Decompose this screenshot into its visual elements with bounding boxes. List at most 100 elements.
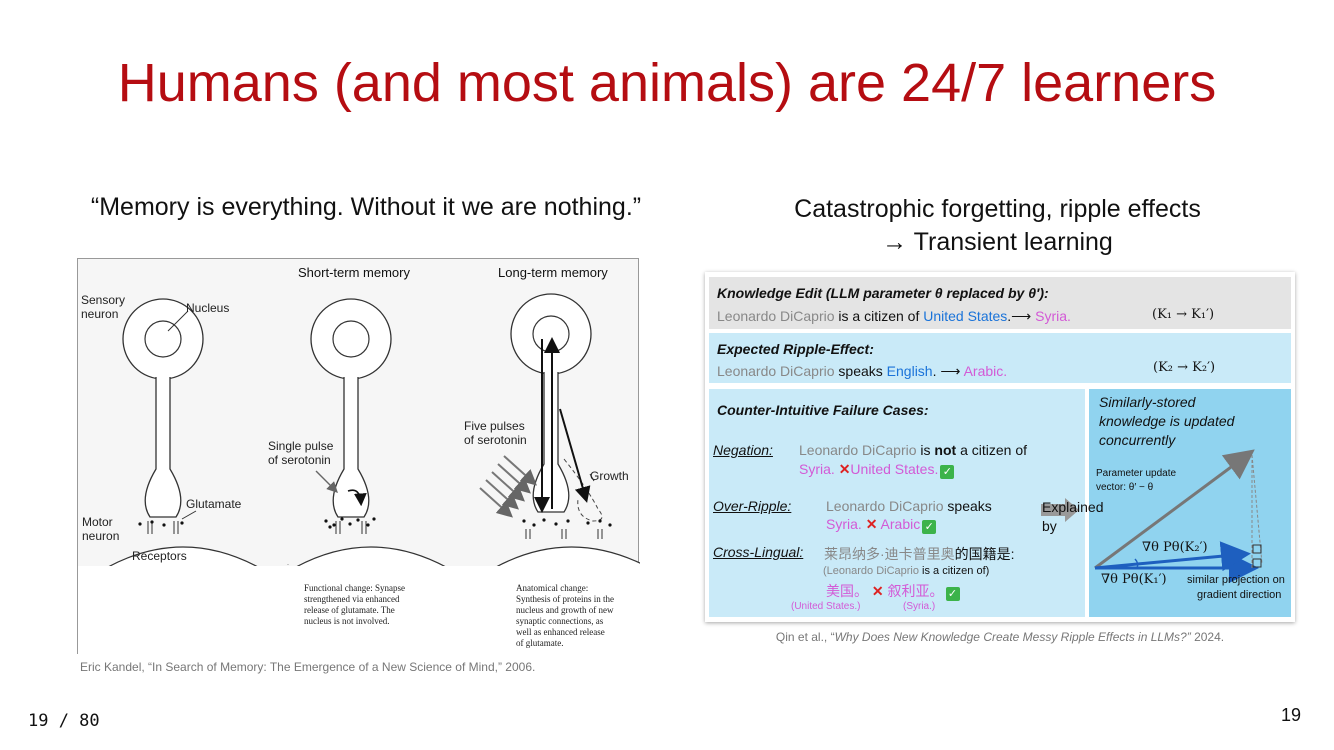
similarly-stored-title: Similarly-stored knowledge is updated co… [1099,393,1234,450]
over-mid: speaks [943,498,992,514]
edit-statement: Leonardo DiCaprio is a citizen of United… [717,308,1071,325]
explained-label: Explained [1042,499,1104,515]
over-answer-b: Arabic [880,516,921,532]
cross-suffix-cn: 的国籍是: [954,546,1015,562]
ripple-mid: speaks [834,363,887,379]
motor-label: Motor [82,515,113,529]
edit-new-value: Syria. [1035,308,1071,324]
failure-cases-panel [709,389,1085,617]
cross-name-cn: 莱昂纳多·迪卡普里奥 [824,546,955,562]
page-counter: 19 / 80 [28,711,100,731]
anatomical-note-line: nucleus and growth of new [516,605,614,615]
negation-subject: Leonardo DiCaprio [799,442,917,458]
parameter-vector-label: vector: θ′ − θ [1096,482,1154,493]
failure-title: Counter-Intuitive Failure Cases: [717,402,929,418]
knowledge-edit-panel [709,277,1291,329]
functional-note-line: nucleus is not involved. [304,616,390,626]
neuron-label-1: neuron [81,307,119,321]
receptor-cell-3 [495,546,640,568]
cross-mark-icon: ✕ [865,516,878,532]
sensory-neuron-2 [310,298,392,534]
citation-year: 2024. [1190,630,1225,644]
functional-note-line: release of glutamate. The [304,605,395,615]
cross-mark-icon: ✕ [838,461,851,477]
ripple-subject: Leonardo DiCaprio [717,363,835,379]
gradient-k2-vector [1094,541,1251,572]
sensory-label: Sensory [81,293,126,307]
five-pulses-label: Five pulses [464,419,525,433]
receptor-cell-2 [295,546,447,568]
cross-gloss-b: is a citizen of) [919,565,990,577]
negation-mid: is [916,442,935,458]
by-label: by [1042,518,1057,534]
ripple-old-value: English [886,363,933,379]
negation-answer-b: United States. [850,461,939,477]
cross-lingual-statement: 莱昂纳多·迪卡普里奥的国籍是: [824,544,1015,564]
sensory-neuron-3 [479,293,612,539]
cross-lingual-label: Cross-Lingual: [713,544,804,560]
nucleus-label: Nucleus [186,301,230,315]
sim-title-line: Similarly-stored [1099,394,1196,410]
neuron-label-2: neuron [82,529,120,543]
edit-title: Knowledge Edit (LLM parameter θ replaced… [717,285,1049,301]
cross-lingual-answers: 美国。 ✕ 叙利亚。 ✓ [826,581,960,601]
negation-answer-a: Syria. [799,461,835,477]
over-ripple-answers: Syria. ✕ Arabic ✓ [826,516,937,534]
sim-title-line: knowledge is updated [1099,413,1235,429]
neuron-memory-figure: Short-term memory Long-term memory Senso… [77,258,640,655]
right-heading-line2: → Transient learning [882,228,1113,256]
citation-title: Why Does New Knowledge Create Messy Ripp… [834,630,1191,644]
receptor-cell-1 [107,546,259,568]
over-subject: Leonardo DiCaprio [826,498,944,514]
cross-answer-a: 美国。 [826,583,868,599]
cross-lingual-gloss: (Leonardo DiCaprio is a citizen of) [823,565,989,577]
qin-citation: Qin et al., “Why Does New Knowledge Crea… [705,630,1295,644]
long-term-memory-label: Long-term memory [498,265,608,280]
over-answer-a: Syria. [826,516,862,532]
edit-old-value: United States [923,308,1008,324]
gradient-k1-label: ∇θ Pθ(K₁′) [1101,572,1167,587]
parameter-update-label: Parameter update [1096,468,1177,479]
ripple-new-value: Arabic. [963,363,1008,379]
right-arrow-icon: . ⟶ [932,363,964,379]
edit-math: (K₁ → K₁′) [1152,307,1215,322]
cross-answer-a-en: (United States.) [791,601,861,612]
negation-answers: Syria. ✕United States. ✓ [799,461,955,479]
anatomical-note-line: Synthesis of proteins in the [516,594,614,604]
sensory-neuron-1 [122,298,204,534]
edit-subject: Leonardo DiCaprio [717,308,835,324]
cross-mark-icon: ✕ [871,583,884,599]
check-mark-icon: ✓ [940,465,955,479]
ripple-title: Expected Ripple-Effect: [717,341,874,357]
neuron-diagram-svg [78,293,640,655]
ripple-math: (K₂ → K₂′) [1153,360,1216,375]
functional-note-line: Functional change: Synapse [304,583,405,593]
cross-answer-b: 叙利亚。 [887,583,944,599]
negation-not: not [934,442,957,458]
cross-answer-b-en: (Syria.) [903,601,936,612]
citation-prefix: Qin et al., “ [775,630,835,644]
check-mark-icon: ✓ [945,587,960,601]
parameter-update-vector [1094,449,1255,570]
slide-number: 19 [1281,705,1302,725]
functional-change-note: Functional change: Synapse strengthened … [304,583,405,627]
gradient-vectors-svg [1041,449,1263,583]
anatomical-note-line: of glutamate. [516,638,564,648]
ripple-effect-panel [709,333,1291,383]
anatomical-note-line: synaptic connections, as [516,616,604,626]
single-pulse-label: Single pulse [268,439,334,453]
short-term-memory-label: Short-term memory [298,265,410,280]
sim-title-line: concurrently [1099,432,1176,448]
right-arrow-icon [1041,498,1079,522]
right-heading: Catastrophic forgetting, ripple effects … [730,193,1265,259]
ripple-effect-figure: Knowledge Edit (LLM parameter θ replaced… [705,272,1295,622]
glutamate-label: Glutamate [186,497,242,511]
negation-label: Negation: [713,442,773,458]
negation-mid2: a citizen of [956,442,1028,458]
negation-statement: Leonardo DiCaprio is not a citizen of [799,442,1027,458]
slide-title: Humans (and most animals) are 24/7 learn… [117,53,1217,113]
similar-projection-label: similar projection on [1187,574,1285,586]
over-ripple-label: Over-Ripple: [713,498,792,514]
right-heading-line1: Catastrophic forgetting, ripple effects [794,195,1201,223]
anatomical-note-line: well as enhanced release [516,627,605,637]
